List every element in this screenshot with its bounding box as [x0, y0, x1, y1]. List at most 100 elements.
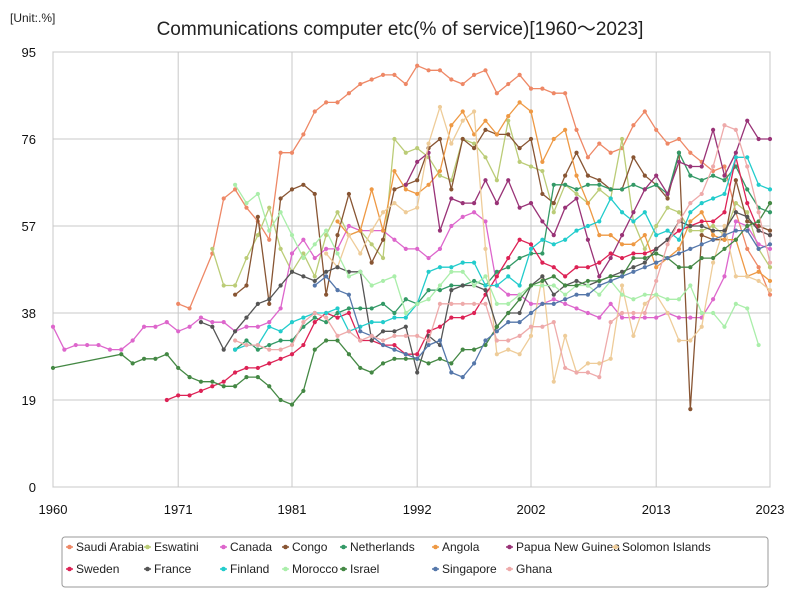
data-point-angola — [767, 278, 773, 284]
data-point-congo — [415, 178, 420, 183]
data-point-ghana — [699, 191, 704, 197]
data-point-solomon-islands — [324, 251, 329, 256]
data-point-saudi-arabia — [187, 306, 192, 311]
data-point-finland — [597, 219, 602, 224]
data-point-canada — [244, 324, 249, 329]
data-point-canada — [460, 214, 465, 219]
data-point-sweden — [506, 255, 511, 261]
legend-label: Ghana — [516, 562, 552, 576]
data-point-papua-new-guinea — [688, 164, 693, 169]
data-point-israel — [563, 283, 568, 288]
data-point-singapore — [380, 342, 386, 348]
data-point-solomon-islands — [415, 205, 420, 210]
data-point-ghana — [426, 338, 431, 343]
data-point-finland — [471, 260, 477, 265]
data-point-finland — [688, 210, 693, 215]
data-point-sweden — [335, 315, 340, 320]
data-point-solomon-islands — [676, 338, 682, 343]
data-point-saudi-arabia — [335, 100, 340, 105]
data-point-israel — [255, 375, 260, 380]
data-point-canada — [267, 320, 272, 325]
x-tick-label: 2002 — [517, 502, 546, 517]
data-point-ghana — [380, 338, 386, 343]
data-point-ghana — [460, 301, 465, 306]
data-point-singapore — [324, 274, 329, 279]
data-point-sweden — [301, 342, 306, 348]
data-point-ghana — [437, 301, 443, 306]
data-point-papua-new-guinea — [745, 118, 750, 123]
data-point-israel — [608, 274, 613, 279]
data-point-ghana — [369, 333, 374, 338]
data-point-israel — [130, 361, 135, 366]
data-point-sweden — [415, 352, 420, 357]
data-point-canada — [585, 310, 591, 316]
data-point-israel — [232, 384, 238, 389]
data-point-eswatini — [278, 246, 283, 251]
data-point-angola — [631, 242, 636, 247]
data-point-congo — [335, 233, 340, 238]
data-point-congo — [597, 178, 602, 183]
data-point-morocco — [369, 283, 374, 288]
data-point-canada — [141, 324, 147, 329]
legend-item-singapore: Singapore — [432, 562, 497, 576]
data-point-france — [392, 329, 397, 334]
data-point-morocco — [324, 228, 329, 233]
data-point-angola — [358, 228, 363, 233]
data-point-saudi-arabia — [494, 91, 499, 96]
data-point-ghana — [585, 370, 591, 375]
data-point-israel — [722, 246, 727, 251]
data-point-singapore — [426, 342, 431, 348]
data-point-papua-new-guinea — [597, 274, 602, 279]
data-point-finland — [619, 210, 625, 215]
data-point-finland — [437, 265, 443, 270]
data-point-papua-new-guinea — [506, 178, 511, 183]
data-point-eswatini — [244, 255, 249, 261]
data-point-israel — [312, 347, 317, 352]
data-point-solomon-islands — [494, 352, 499, 357]
data-point-france — [301, 274, 306, 279]
data-point-papua-new-guinea — [449, 196, 454, 201]
data-point-canada — [449, 223, 454, 229]
legend-label: Finland — [230, 562, 269, 576]
data-point-france — [312, 278, 317, 284]
legend-marker — [433, 544, 438, 550]
data-point-netherlands — [255, 347, 260, 352]
data-point-morocco — [483, 274, 488, 279]
data-point-canada — [324, 246, 329, 251]
data-point-sweden — [722, 210, 727, 215]
data-point-saudi-arabia — [221, 196, 226, 201]
data-point-saudi-arabia — [574, 127, 579, 132]
data-point-ghana — [255, 342, 260, 348]
data-point-morocco — [642, 292, 647, 297]
gridlines — [52, 51, 771, 488]
data-point-singapore — [745, 228, 750, 233]
data-point-morocco — [312, 242, 317, 247]
data-point-canada — [198, 315, 204, 320]
data-point-morocco — [551, 283, 556, 288]
data-point-ghana — [767, 260, 773, 265]
data-point-israel — [745, 223, 750, 229]
data-point-eswatini — [665, 205, 670, 210]
data-point-canada — [733, 219, 738, 224]
data-point-saudi-arabia — [517, 72, 522, 77]
data-point-singapore — [471, 361, 477, 366]
data-point-solomon-islands — [551, 379, 556, 384]
data-point-eswatini — [619, 136, 625, 142]
data-point-sweden — [164, 397, 169, 403]
data-point-france — [267, 297, 272, 302]
data-point-netherlands — [471, 278, 477, 284]
data-point-singapore — [608, 278, 613, 284]
data-point-netherlands — [540, 251, 545, 256]
data-point-congo — [346, 191, 352, 197]
data-point-israel — [244, 375, 249, 380]
data-point-saudi-arabia — [608, 150, 613, 155]
data-point-netherlands — [608, 187, 613, 192]
data-point-sweden — [176, 393, 181, 398]
data-point-congo — [483, 127, 488, 132]
data-point-canada — [619, 315, 625, 320]
data-point-eswatini — [528, 164, 534, 169]
data-point-israel — [176, 365, 181, 371]
data-point-angola — [608, 233, 613, 238]
data-point-france — [346, 269, 352, 274]
data-point-eswatini — [210, 246, 215, 251]
